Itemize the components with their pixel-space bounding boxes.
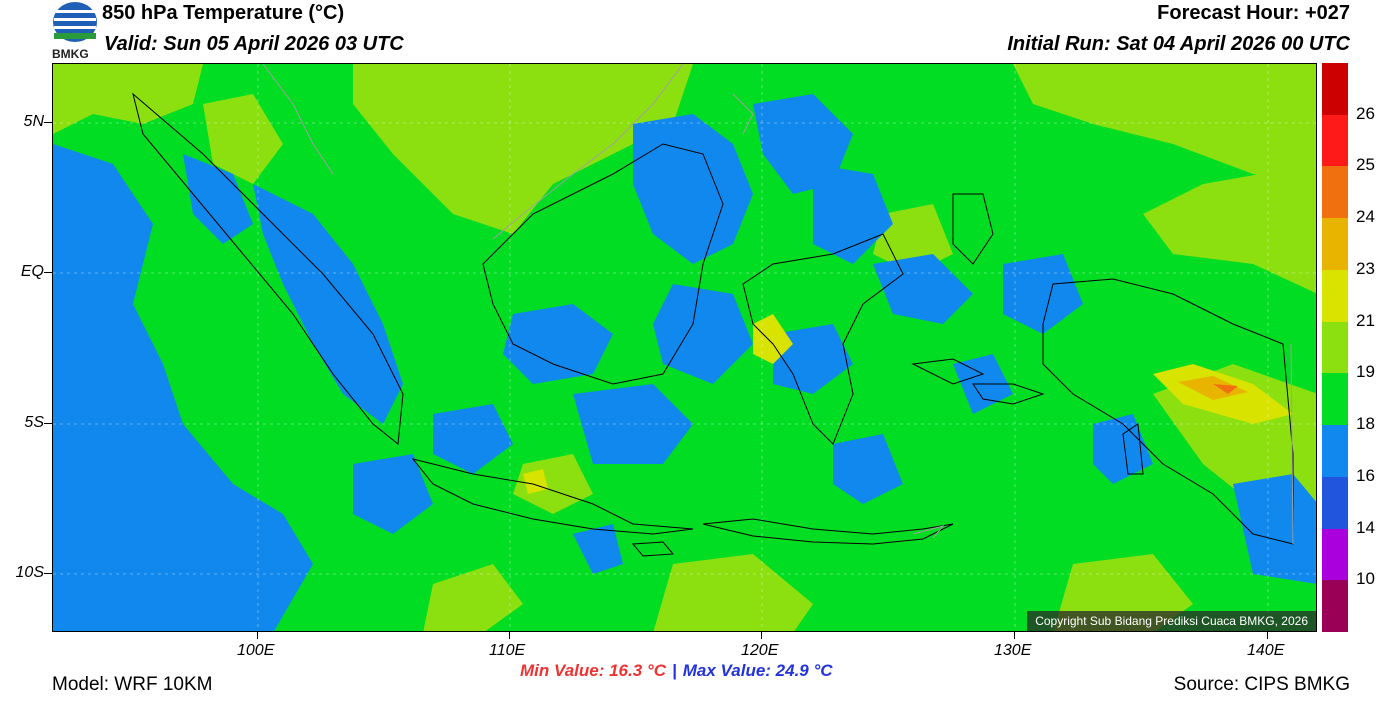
lon-label-110e: 110E	[489, 642, 526, 659]
colorbar-segment	[1322, 166, 1348, 219]
lon-tick	[509, 632, 510, 639]
bmkg-logo-icon	[50, 0, 100, 60]
colorbar-label: 25	[1356, 155, 1375, 175]
colorbar-label: 16	[1356, 465, 1375, 485]
lon-tick	[1014, 632, 1015, 639]
lat-tick	[44, 423, 52, 424]
colorbar-segment	[1322, 218, 1348, 271]
lon-tick	[1267, 632, 1268, 639]
temperature-map: Copyright Sub Bidang Prediksi Cuaca BMKG…	[52, 63, 1317, 632]
logo-text: BMKG	[52, 47, 89, 61]
colorbar-segment	[1322, 425, 1348, 478]
colorbar-segment	[1322, 114, 1348, 167]
colorbar-label: 24	[1356, 207, 1375, 227]
lat-label-5s: 5S	[24, 414, 44, 431]
band-16-18	[53, 94, 1316, 631]
valid-time: Valid: Sun 05 April 2026 03 UTC	[104, 33, 404, 55]
lat-label-10s: 10S	[15, 564, 44, 581]
lat-tick	[44, 573, 52, 574]
lat-label-eq: EQ	[20, 263, 44, 280]
max-value: Max Value: 24.9 °C	[682, 661, 833, 680]
chart-title: 850 hPa Temperature (°C)	[102, 2, 345, 24]
colorbar-segment	[1322, 373, 1348, 426]
colorbar-label: 10	[1356, 569, 1375, 589]
lon-label-120e: 120E	[741, 642, 779, 659]
lat-tick	[44, 122, 52, 123]
lon-tick	[761, 632, 762, 639]
grid-lines	[53, 64, 1316, 631]
min-max-separator: |	[672, 661, 677, 680]
colorbar-segment	[1322, 63, 1348, 116]
source-label: Source: CIPS BMKG	[1173, 674, 1350, 695]
lat-label-5n: 5N	[23, 113, 44, 130]
lon-label-130e: 130E	[994, 642, 1032, 659]
model-label: Model: WRF 10KM	[52, 674, 213, 695]
lon-label-140e: 140E	[1247, 642, 1285, 659]
colorbar-label: 21	[1356, 310, 1375, 330]
forecast-hour: Forecast Hour: +027	[1157, 2, 1350, 24]
colorbar-segment	[1322, 476, 1348, 530]
colorbar-segment	[1322, 580, 1348, 633]
temperature-field	[53, 64, 1316, 631]
colorbar	[1322, 63, 1348, 633]
min-max-values: Min Value: 16.3 °C | Max Value: 24.9 °C	[520, 661, 833, 681]
colorbar-label: 26	[1356, 103, 1375, 123]
colorbar-segment	[1322, 528, 1348, 581]
lon-tick	[257, 632, 258, 639]
min-value: Min Value: 16.3 °C	[520, 661, 666, 680]
lat-tick	[44, 272, 52, 273]
colorbar-segment	[1322, 321, 1348, 374]
lon-label-100e: 100E	[237, 642, 275, 659]
initial-run: Initial Run: Sat 04 April 2026 00 UTC	[1007, 33, 1350, 55]
copyright-notice: Copyright Sub Bidang Prediksi Cuaca BMKG…	[1027, 611, 1316, 631]
land-borders	[262, 64, 1294, 545]
colorbar-label: 19	[1356, 362, 1375, 382]
colorbar-label: 14	[1356, 517, 1375, 537]
coastlines	[132, 92, 1294, 557]
colorbar-label: 18	[1356, 414, 1375, 434]
colorbar-label: 23	[1356, 258, 1375, 278]
band-23-25	[1178, 376, 1248, 400]
colorbar-segment	[1322, 269, 1348, 323]
